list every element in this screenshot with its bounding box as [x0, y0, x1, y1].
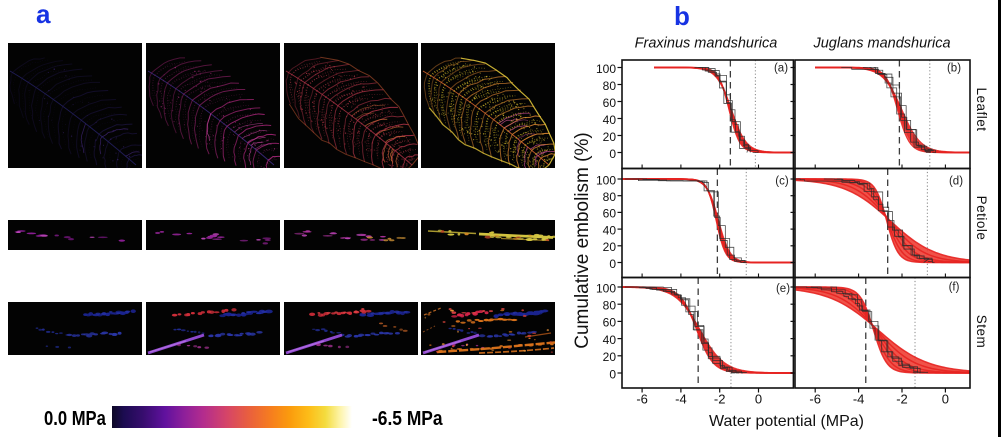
svg-text:40: 40	[603, 223, 617, 237]
svg-text:-2: -2	[714, 392, 726, 407]
svg-text:Leaflet: Leaflet	[974, 87, 989, 131]
svg-text:60: 60	[603, 207, 617, 221]
svg-text:80: 80	[603, 299, 617, 313]
svg-text:80: 80	[603, 190, 617, 204]
svg-text:60: 60	[603, 96, 617, 110]
svg-text:Juglans mandshurica: Juglans mandshurica	[812, 36, 950, 52]
svg-text:40: 40	[603, 333, 617, 347]
svg-text:(b): (b)	[947, 63, 961, 75]
svg-text:(f): (f)	[949, 282, 960, 294]
svg-text:Water potential (MPa): Water potential (MPa)	[709, 413, 864, 430]
svg-text:(c): (c)	[775, 176, 789, 188]
svg-text:Fraxinus mandshurica: Fraxinus mandshurica	[635, 36, 778, 52]
svg-text:-6: -6	[636, 392, 648, 407]
svg-text:0: 0	[942, 392, 949, 407]
svg-text:Stem: Stem	[974, 315, 989, 349]
svg-text:0: 0	[755, 392, 762, 407]
svg-text:-4: -4	[675, 392, 687, 407]
svg-text:100: 100	[596, 62, 616, 76]
svg-text:0: 0	[609, 257, 616, 271]
svg-text:0: 0	[609, 367, 616, 381]
svg-text:40: 40	[603, 113, 617, 127]
svg-text:20: 20	[603, 240, 617, 254]
svg-text:20: 20	[603, 350, 617, 364]
svg-text:20: 20	[603, 130, 617, 144]
svg-text:-4: -4	[853, 392, 865, 407]
svg-text:0: 0	[609, 147, 616, 161]
svg-text:100: 100	[596, 281, 616, 295]
svg-text:80: 80	[603, 79, 617, 93]
svg-text:Petiole: Petiole	[974, 196, 989, 241]
svg-text:(e): (e)	[776, 283, 790, 295]
svg-text:(a): (a)	[774, 63, 788, 75]
svg-text:Cumulative embolism (%): Cumulative embolism (%)	[572, 132, 593, 348]
svg-text:60: 60	[603, 316, 617, 330]
svg-text:-2: -2	[896, 392, 908, 407]
svg-text:-6: -6	[809, 392, 821, 407]
svg-text:100: 100	[596, 173, 616, 187]
svg-text:(d): (d)	[949, 176, 963, 188]
